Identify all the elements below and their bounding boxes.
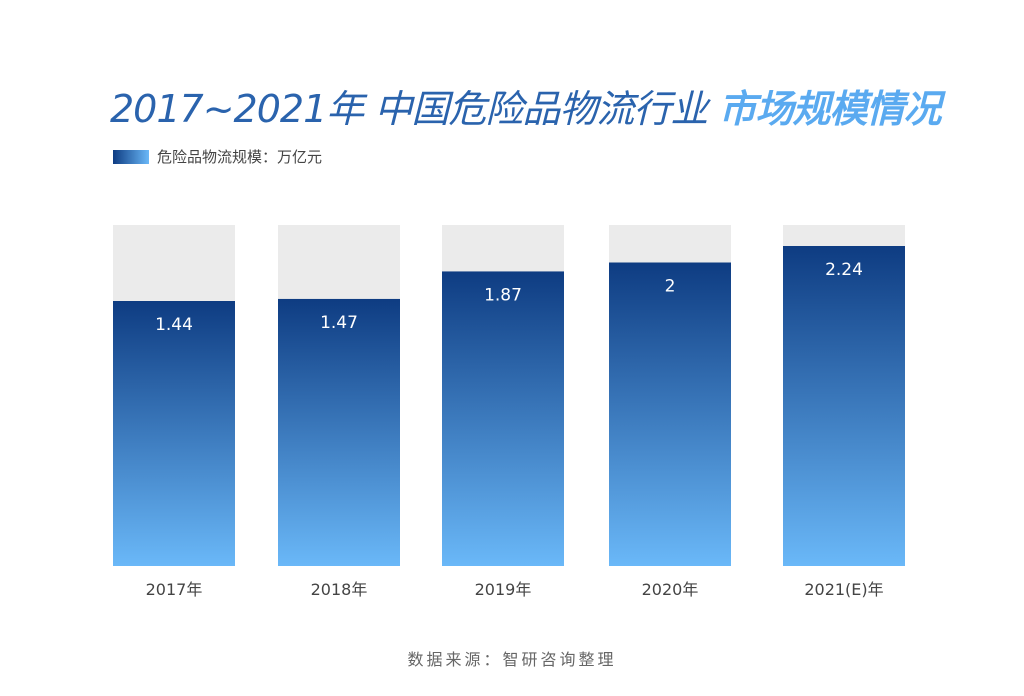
bar [442,271,564,566]
title-accent: 市场规模情况 [718,87,941,131]
legend-label: 危险品物流规模：万亿元 [157,148,323,166]
data-label: 1.44 [155,315,193,335]
x-tick-label: 2018年 [311,580,368,599]
data-source: 数据来源：智研咨询整理 [407,650,617,669]
data-label: 1.47 [320,313,358,333]
x-tick-label: 2019年 [475,580,532,599]
legend: 危险品物流规模：万亿元 [113,146,322,167]
x-tick-label: 2020年 [642,580,699,599]
x-tick-label: 2017年 [146,580,203,599]
bar [609,262,731,566]
bar [278,298,400,566]
x-tick-label: 2021(E)年 [804,580,883,599]
data-label: 2.24 [825,260,863,280]
data-label: 2 [665,277,676,297]
data-label: 1.87 [484,285,522,305]
title-main: 2017~2021年 中国危险品物流行业 [110,87,708,131]
legend-swatch [113,149,149,164]
bar [113,301,235,566]
chart-title: 2017~2021年 中国危险品物流行业 市场规模情况 [110,78,941,133]
bar [783,246,905,566]
